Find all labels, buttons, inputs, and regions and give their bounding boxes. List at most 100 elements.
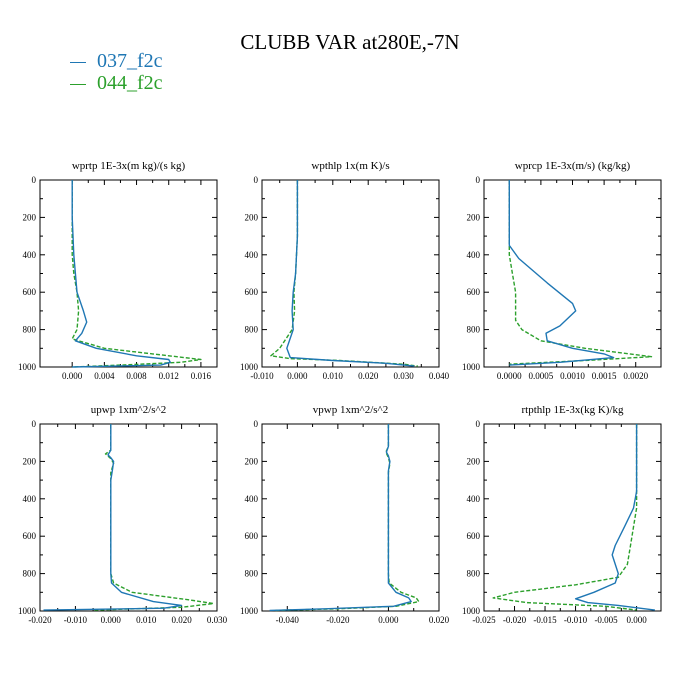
y-tick-label: 1000	[462, 362, 481, 372]
x-tick-label: -0.015	[533, 615, 557, 625]
y-tick-label: 1000	[462, 606, 481, 616]
x-tick-label: -0.005	[594, 615, 618, 625]
y-tick-label: 1000	[18, 606, 37, 616]
y-tick-label: 600	[23, 531, 37, 541]
x-tick-label: -0.020	[503, 615, 527, 625]
y-tick-label: 0	[32, 175, 37, 185]
panel-title: upwp 1xm^2/s^2	[91, 404, 166, 416]
x-tick-label: -0.040	[276, 615, 300, 625]
series-line-044_f2c	[71, 180, 202, 368]
series-line-044_f2c	[492, 424, 638, 611]
x-tick-label: 0.040	[429, 371, 450, 381]
x-tick-label: 0.010	[136, 615, 157, 625]
chart-panel-1: wprtp 1E-3x(m kg)/(s kg) 0 200 400 600 800 100…	[18, 160, 218, 381]
y-tick-label: 200	[467, 456, 481, 466]
legend-line-swatch	[70, 83, 86, 85]
y-tick-label: 600	[245, 287, 259, 297]
plot-frame	[39, 423, 218, 612]
y-tick-label: 200	[467, 212, 481, 222]
x-tick-label: 0.016	[191, 371, 212, 381]
x-tick-label: 0.0005	[529, 371, 554, 381]
y-tick-label: 400	[245, 250, 259, 260]
legend-label: 044_f2c	[97, 72, 163, 94]
legend-entry-blue: 037_f2c	[70, 50, 163, 72]
plot-frame	[483, 179, 662, 368]
series-line-037_f2c	[71, 180, 172, 368]
y-tick-label: 600	[23, 287, 37, 297]
y-tick-label: 600	[467, 531, 481, 541]
x-tick-label: 0.000	[626, 615, 647, 625]
x-tick-label: 0.020	[171, 615, 192, 625]
x-tick-label: 0.004	[94, 371, 115, 381]
x-tick-label: 0.000	[378, 615, 399, 625]
x-tick-label: 0.0020	[623, 371, 648, 381]
x-tick-label: 0.000	[101, 615, 122, 625]
y-tick-label: 800	[23, 325, 37, 335]
y-tick-label: 0	[254, 419, 259, 429]
x-tick-label: 0.020	[358, 371, 379, 381]
x-tick-label: 0.030	[207, 615, 228, 625]
x-tick-label: 0.000	[62, 371, 83, 381]
y-tick-label: 1000	[240, 362, 259, 372]
y-tick-label: 200	[245, 212, 259, 222]
figure-title: CLUBB VAR at280E,-7N	[240, 30, 460, 54]
x-tick-label: 0.012	[159, 371, 179, 381]
y-tick-label: 800	[245, 325, 259, 335]
series-line-044_f2c	[270, 180, 418, 367]
y-tick-label: 200	[245, 456, 259, 466]
x-tick-label: -0.020	[326, 615, 350, 625]
y-tick-label: 0	[254, 175, 259, 185]
x-tick-label: 0.0010	[560, 371, 585, 381]
series-line-037_f2c	[269, 424, 412, 612]
series-line-037_f2c	[508, 180, 615, 366]
panel-title: wpthlp 1x(m K)/s	[311, 160, 389, 172]
y-tick-label: 800	[23, 569, 37, 579]
panel-title: wprtp 1E-3x(m kg)/(s kg)	[72, 160, 186, 172]
legend-label: 037_f2c	[97, 50, 163, 72]
y-tick-label: 400	[23, 250, 37, 260]
y-tick-label: 400	[245, 494, 259, 504]
legend-entry-green: 044_f2c	[70, 72, 163, 94]
y-tick-label: 1000	[240, 606, 259, 616]
series-line-037_f2c	[286, 180, 415, 367]
chart-panel-5: vpwp 1xm^2/s^2 0 200 400 600 800 1000 -0.040 -0.…	[240, 404, 450, 625]
y-tick-label: 800	[467, 569, 481, 579]
plot-frame	[39, 179, 218, 368]
x-tick-label: 0.010	[323, 371, 344, 381]
x-tick-label: -0.020	[28, 615, 52, 625]
y-tick-label: 800	[467, 325, 481, 335]
y-tick-label: 400	[467, 494, 481, 504]
y-tick-label: 600	[467, 287, 481, 297]
y-tick-label: 200	[23, 212, 37, 222]
series-line-044_f2c	[508, 180, 653, 365]
x-tick-label: 0.008	[126, 371, 147, 381]
y-tick-label: 200	[23, 456, 37, 466]
y-tick-label: 600	[245, 531, 259, 541]
x-tick-label: 0.000	[287, 371, 308, 381]
plot-frame	[261, 423, 440, 612]
series-line-044_f2c	[93, 424, 215, 611]
panel-title: vpwp 1xm^2/s^2	[313, 404, 388, 416]
x-tick-label: -0.010	[250, 371, 274, 381]
legend-line-swatch	[70, 61, 86, 63]
x-tick-label: 0.0000	[497, 371, 522, 381]
x-tick-label: 0.020	[429, 615, 450, 625]
y-tick-label: 400	[23, 494, 37, 504]
y-tick-label: 0	[476, 175, 481, 185]
chart-panel-6: rtpthlp 1E-3x(kg K)/kg02004006008001000-…	[462, 404, 662, 625]
y-tick-label: 0	[476, 419, 481, 429]
x-tick-label: -0.025	[472, 615, 496, 625]
chart-panel-3: wprcp 1E-3x(m/s) (kg/kg) 0 200 400 600 800 100…	[462, 160, 662, 381]
series-line-044_f2c	[274, 424, 420, 612]
series-line-037_f2c	[574, 424, 655, 611]
y-tick-label: 400	[467, 250, 481, 260]
plot-frame	[261, 179, 440, 368]
x-tick-label: 0.0015	[592, 371, 617, 381]
x-tick-label: 0.030	[393, 371, 414, 381]
panel-title: rtpthlp 1E-3x(kg K)/kg	[521, 404, 624, 416]
chart-panel-4: upwp 1xm^2/s^2 0 200 400 600 800 1000-0.020 -0.…	[18, 404, 228, 625]
x-tick-label: -0.010	[64, 615, 88, 625]
chart-panel-2: wpthlp 1x(m K)/s 0 200 400 600 800 1000-0.010 0…	[240, 160, 450, 381]
